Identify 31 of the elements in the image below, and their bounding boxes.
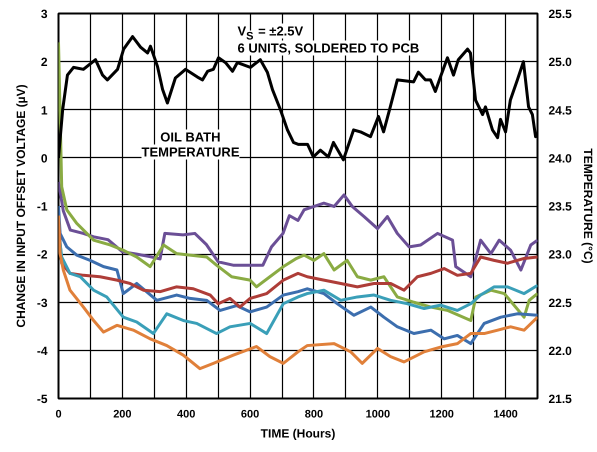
x-tick-label: 600 [240,408,260,420]
y2-tick-label: 21.5 [548,392,572,406]
y-tick-label: -4 [36,344,48,358]
y-tick-label: -2 [36,248,48,262]
y-tick-label: -1 [36,200,48,214]
y2-tick-label: 22.5 [548,296,572,310]
y2-tick-label: 22.0 [548,344,572,358]
y-tick-label: -5 [36,392,48,406]
y-tick-label: 2 [40,55,48,70]
y-tick-label: 1 [40,103,48,118]
y-tick-label: -3 [36,296,48,310]
x-tick-label: 800 [304,408,324,420]
x-tick-label: 1200 [429,408,454,420]
y2-tick-label: 25.5 [548,7,572,21]
y2-tick-label: 24.5 [548,103,572,118]
y-axis-title: CHANGE IN INPUT OFFSET VOLTAGE (µV) [14,84,28,328]
y2-tick-label: 25.0 [548,55,572,70]
y2-tick-label: 23.0 [548,248,572,262]
y-tick-label: 0 [40,151,48,166]
annotation: 6 UNITS, SOLDERED TO PCB [238,40,420,56]
y-tick-label: 3 [40,7,48,21]
x-axis-title: TIME (Hours) [260,426,336,440]
x-tick-label: 0 [55,408,62,420]
y2-axis-title: TEMPERATURE (°C) [580,148,595,264]
annotation: OIL BATH TEMPERATURE [142,130,240,160]
x-tick-label: 200 [113,408,132,420]
x-tick-label: 400 [177,408,196,420]
x-tick-label: 1400 [493,408,518,420]
y2-tick-label: 23.5 [548,200,572,214]
y2-tick-label: 24.0 [548,151,572,166]
x-tick-label: 1000 [366,408,390,420]
